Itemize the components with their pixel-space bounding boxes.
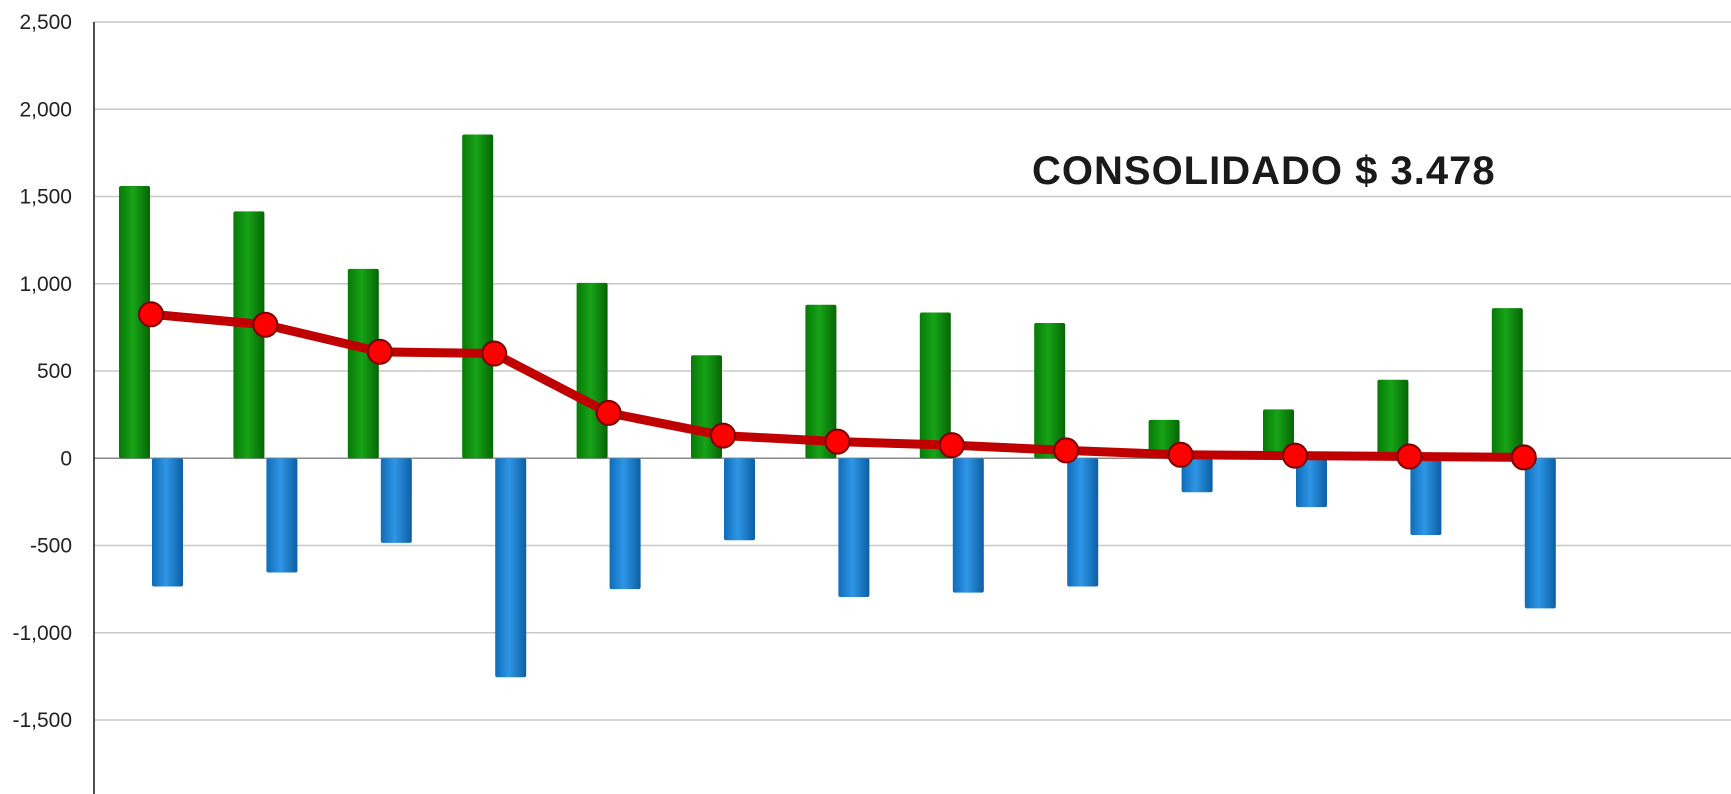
y-tick-label: 0 xyxy=(60,447,72,470)
bar-negative xyxy=(952,458,984,593)
bar-negative xyxy=(1524,458,1556,609)
line-point xyxy=(938,432,965,459)
line-point xyxy=(595,399,622,426)
line-point xyxy=(1282,442,1308,469)
bar-positive xyxy=(119,186,150,459)
bar-positive xyxy=(347,268,379,459)
line-point xyxy=(1510,444,1537,471)
bar-negative xyxy=(724,458,755,541)
total-line xyxy=(138,301,1537,471)
consolidado-annotation: CONSOLIDADO $ 3.478 xyxy=(1032,149,1496,193)
line-point xyxy=(481,340,508,367)
bar-positive xyxy=(805,304,837,459)
bar-positive xyxy=(1491,308,1523,459)
y-tick-label: -1,500 xyxy=(12,709,72,732)
gridlines xyxy=(94,21,1731,721)
line-point xyxy=(1396,443,1423,470)
y-tick-label: -1,000 xyxy=(12,622,72,645)
bar-negative xyxy=(266,458,298,573)
line-point xyxy=(824,428,851,455)
bar-negative xyxy=(152,458,183,587)
bar-positive xyxy=(1034,323,1066,459)
bar-negative xyxy=(1067,458,1099,587)
bar-negative xyxy=(1181,458,1213,493)
y-tick-label: -500 xyxy=(30,535,72,558)
bar-positive xyxy=(576,282,608,459)
line-point xyxy=(138,301,164,328)
bar-negative xyxy=(1410,458,1442,536)
line-point xyxy=(1053,437,1080,464)
line-point xyxy=(252,311,279,338)
bar-positive xyxy=(1377,379,1409,459)
line-point xyxy=(366,338,393,365)
y-tick-label: 2,500 xyxy=(19,11,72,34)
bar-positive xyxy=(462,134,494,459)
y-tick-label: 500 xyxy=(37,360,72,383)
bar-positive xyxy=(233,211,265,459)
bar-negative xyxy=(838,458,870,597)
y-tick-label: 1,000 xyxy=(19,273,72,296)
bars xyxy=(119,134,1556,678)
line-point xyxy=(1167,441,1194,468)
bar-negative xyxy=(1296,458,1327,508)
bar-negative xyxy=(609,458,641,590)
y-tick-label: 2,000 xyxy=(19,98,72,121)
line-point xyxy=(710,422,736,449)
bar-positive xyxy=(919,312,951,459)
bar-negative xyxy=(380,458,412,543)
bar-negative xyxy=(495,458,527,678)
y-tick-label: 1,500 xyxy=(19,186,72,209)
y-axis-labels: 2,500 2,000 1,500 1,000 500 0 -500 -1,000 -1,500 xyxy=(12,11,72,732)
